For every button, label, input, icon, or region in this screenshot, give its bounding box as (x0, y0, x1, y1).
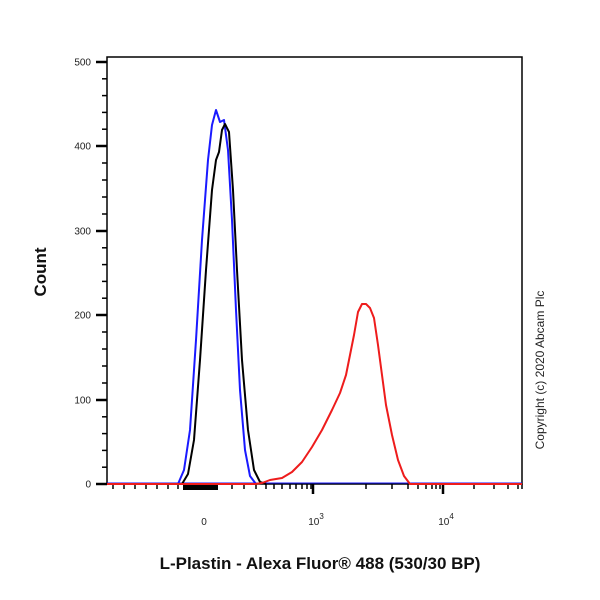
x-dense-ticks (183, 484, 218, 490)
y-tick-label: 400 (74, 142, 91, 153)
x-tick-label: 0 (201, 517, 207, 528)
series-line-0 (177, 109, 257, 485)
y-tick-label: 300 (74, 227, 91, 238)
x-tick-label: 103 (308, 512, 324, 528)
y-tick-label: 200 (74, 311, 91, 322)
series-line-1 (181, 123, 267, 485)
y-tick-label: 500 (74, 58, 91, 69)
histogram-series (107, 109, 522, 485)
y-tick-label: 0 (85, 480, 91, 491)
y-tick-label: 100 (74, 396, 91, 407)
y-axis: 0 100 200 300 400 500 (74, 58, 107, 491)
copyright-annotation: Copyright (c) 2020 Abcam Plc (533, 291, 547, 450)
y-axis-title: Count (31, 247, 50, 296)
x-tick-label: 104 (438, 512, 454, 528)
x-axis: 0 103 104 (112, 484, 523, 528)
x-axis-title: L-Plastin - Alexa Fluor® 488 (530/30 BP) (160, 554, 481, 573)
plot-frame (106, 56, 523, 485)
series-line-2 (107, 303, 522, 485)
